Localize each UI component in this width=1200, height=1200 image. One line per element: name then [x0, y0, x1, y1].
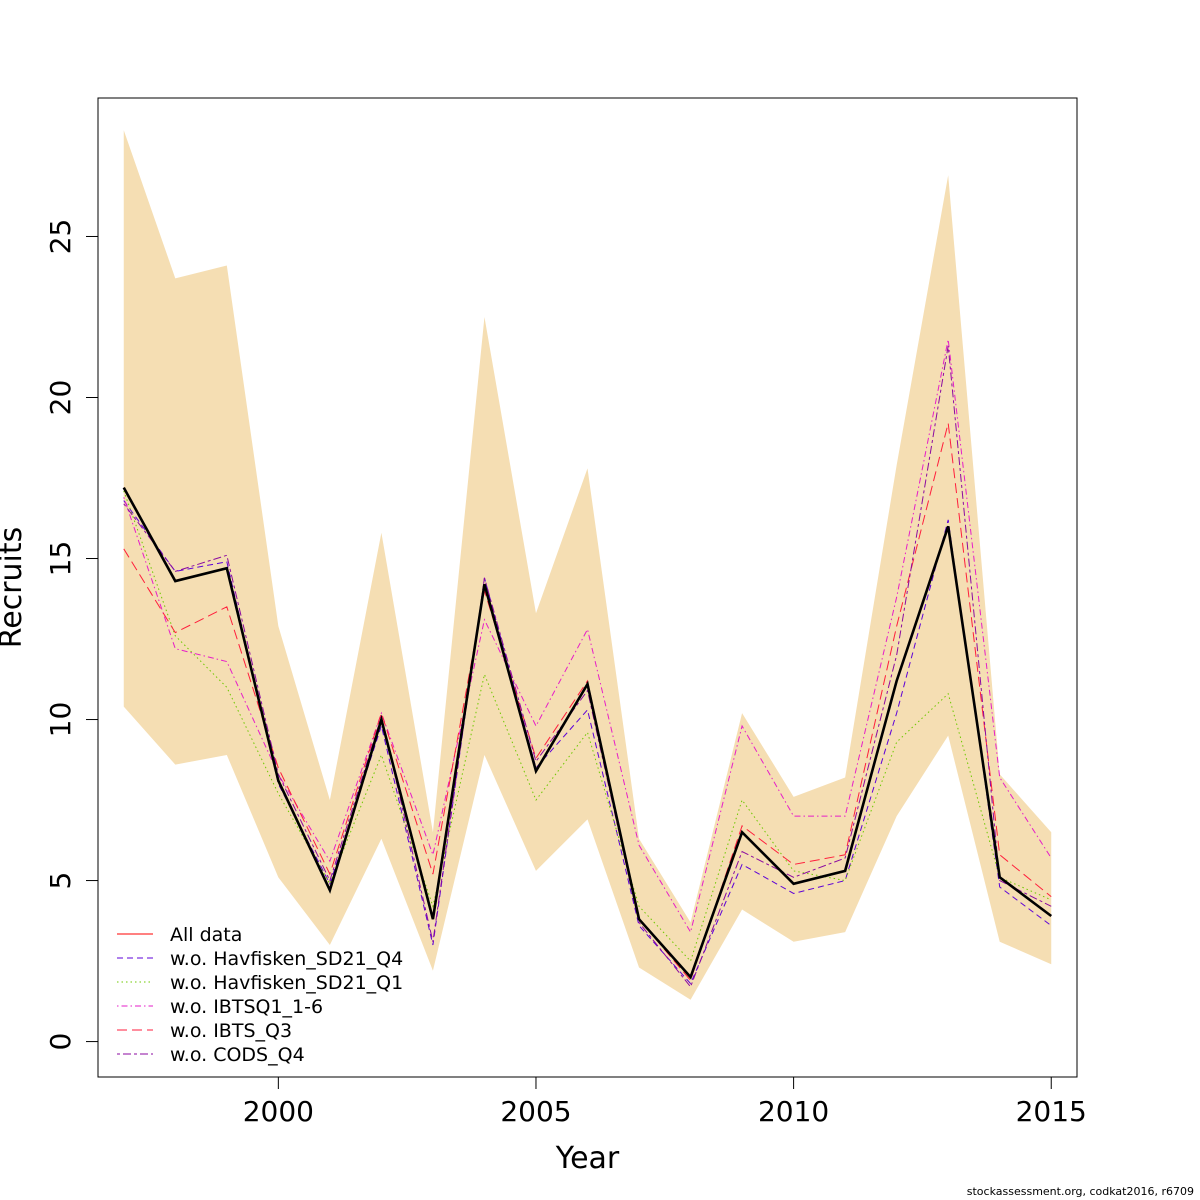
y-tick-label: 10 — [44, 702, 77, 738]
legend-label-1: All data — [170, 924, 242, 946]
series-line-4 — [123, 339, 1052, 934]
x-tick-label: 2010 — [758, 1095, 829, 1128]
x-tick-label: 2015 — [1016, 1095, 1087, 1128]
y-tick-label: 15 — [44, 541, 77, 577]
x-tick-label: 2000 — [243, 1095, 314, 1128]
y-axis: 0 5 10 15 20 25 — [44, 219, 99, 1051]
x-tick-label: 2005 — [500, 1095, 571, 1128]
series-line-6 — [123, 345, 1052, 988]
legend-label-6: w.o. CODS_Q4 — [170, 1044, 305, 1066]
legend-label-3: w.o. Havfisken_SD21_Q1 — [170, 972, 403, 994]
y-tick-label: 5 — [44, 872, 77, 890]
y-tick-label: 20 — [44, 380, 77, 416]
legend-label-5: w.o. IBTS_Q3 — [170, 1020, 292, 1042]
main-series-line — [122, 487, 1053, 980]
y-tick-label: 0 — [44, 1033, 77, 1051]
x-axis-title: Year — [555, 1141, 620, 1176]
legend-label-4: w.o. IBTSQ1_1-6 — [170, 996, 323, 1018]
series-line-5 — [123, 423, 1052, 982]
y-axis-title: Recruits — [0, 527, 29, 649]
series-line-2 — [123, 500, 1052, 985]
confidence-band-layer — [123, 130, 1052, 1000]
y-tick-label: 25 — [44, 219, 77, 255]
credit-footer: stockassessment.org, codkat2016, r6709 — [966, 1185, 1194, 1198]
main-series-layer — [122, 487, 1053, 980]
legend-label-2: w.o. Havfisken_SD21_Q4 — [170, 948, 403, 970]
x-axis: 2000 2005 2010 2015 — [243, 1076, 1087, 1128]
confidence-band — [123, 130, 1052, 1000]
